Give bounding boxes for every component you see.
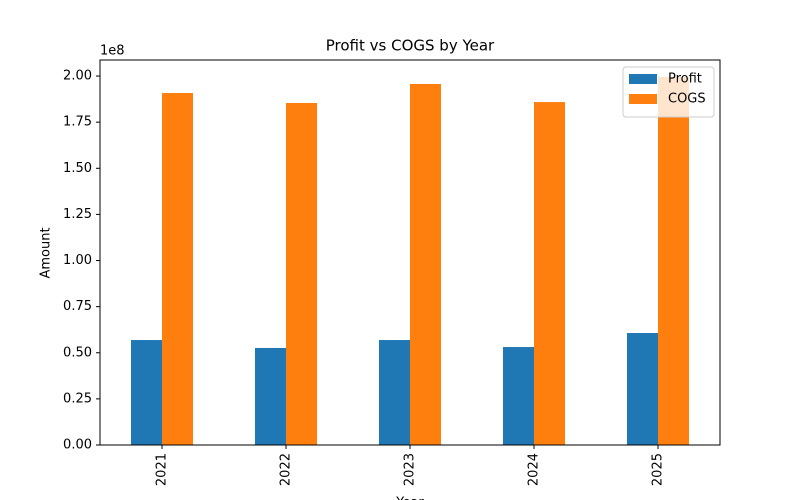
- y-tick-label: 1.50: [63, 161, 92, 176]
- y-tick-label: 0.00: [63, 438, 92, 453]
- legend-label: COGS: [668, 92, 706, 107]
- bar: [410, 83, 441, 446]
- bar: [658, 76, 689, 445]
- x-axis-label: Year: [395, 496, 424, 500]
- chart-title: Profit vs COGS by Year: [326, 37, 495, 55]
- y-tick-label: 0.75: [63, 299, 92, 314]
- y-tick-label: 1.75: [63, 115, 92, 130]
- y-axis-label: Amount: [39, 227, 54, 278]
- y-tick-label: 1.00: [63, 253, 92, 268]
- legend-swatch: [629, 94, 657, 104]
- x-tick-label: 2024: [527, 453, 542, 486]
- bar: [162, 93, 193, 445]
- bar: [627, 333, 658, 445]
- axes-frame: [99, 59, 721, 446]
- bar: [503, 347, 534, 445]
- x-tick-label: 2022: [279, 453, 294, 486]
- bar: [379, 340, 410, 445]
- y-tick-label: 0.50: [63, 345, 92, 360]
- legend-swatch: [629, 74, 657, 84]
- y-tick-label: 1.25: [63, 207, 92, 222]
- y-tick-label: 0.25: [63, 391, 92, 406]
- bar: [286, 102, 317, 445]
- bar: [534, 102, 565, 446]
- x-tick-label: 2023: [403, 453, 418, 486]
- x-tick-label: 2025: [651, 453, 666, 486]
- bar: [255, 347, 286, 445]
- y-tick-label: 2.00: [63, 69, 92, 84]
- y-offset-label: 1e8: [100, 44, 125, 59]
- bar: [131, 340, 162, 445]
- x-tick-label: 2021: [155, 453, 170, 486]
- legend-label: Profit: [668, 72, 702, 87]
